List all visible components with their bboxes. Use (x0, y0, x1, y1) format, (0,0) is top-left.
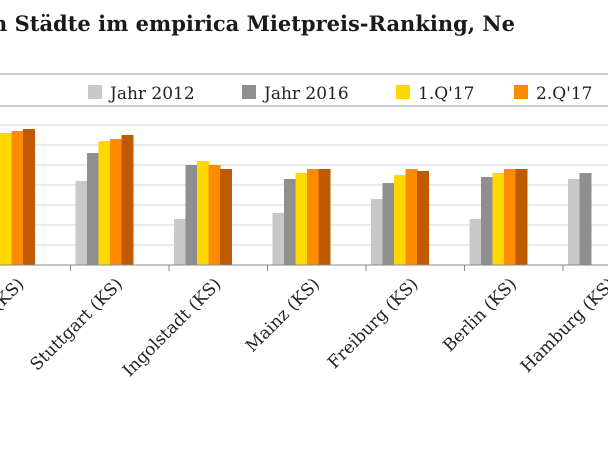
bar (568, 179, 580, 265)
bar (492, 173, 505, 265)
bar (174, 219, 186, 265)
bar (579, 173, 592, 265)
x-tick-label: Ingolstadt (KS) (119, 274, 226, 381)
bar (284, 179, 296, 265)
legend: Jahr 2012 Jahr 2016 1.Q'17 2.Q'17 (88, 84, 592, 104)
bar (417, 171, 429, 265)
bar (23, 129, 35, 265)
x-tick-label: Stuttgart (KS) (27, 274, 127, 374)
bar (469, 219, 482, 265)
x-tick-label: Hamburg (KS) (517, 274, 608, 376)
legend-label: 2.Q'17 (536, 84, 592, 104)
bar (220, 169, 232, 265)
bar (185, 165, 198, 265)
legend-label: Jahr 2012 (108, 84, 195, 104)
bar (110, 139, 122, 265)
x-tick-label: Freiburg (KS) (324, 274, 422, 372)
bar (481, 177, 493, 265)
legend-label: 1.Q'17 (418, 84, 474, 104)
legend-swatch (88, 85, 102, 99)
x-tick-marks (70, 265, 564, 271)
legend-swatch (396, 85, 410, 99)
bar (394, 175, 406, 265)
bar (98, 141, 111, 265)
bar (0, 133, 12, 265)
x-tick-labels: (KS)Stuttgart (KS)Ingolstadt (KS) Mainz (… (0, 274, 608, 381)
bar (318, 169, 331, 265)
bar (11, 131, 24, 265)
bar (307, 169, 319, 265)
bar (382, 183, 395, 265)
x-tick-label: Mainz (KS) (242, 274, 324, 356)
bar (87, 153, 99, 265)
x-tick-label: (KS) (0, 274, 29, 315)
bar (121, 135, 134, 265)
bar (272, 213, 285, 265)
legend-swatch (514, 85, 528, 99)
legend-swatch (242, 85, 256, 99)
bar (75, 181, 88, 265)
chart-title: n Städte im empirica Mietpreis-Ranking, … (0, 11, 515, 36)
bar (371, 199, 383, 265)
bar (208, 165, 221, 265)
bar (197, 161, 209, 265)
x-tick-label: Berlin (KS) (439, 274, 521, 356)
bar (504, 169, 516, 265)
legend-label: Jahr 2016 (262, 84, 349, 104)
bar (515, 169, 528, 265)
bar (405, 169, 418, 265)
bar (295, 173, 308, 265)
bars (0, 129, 592, 265)
